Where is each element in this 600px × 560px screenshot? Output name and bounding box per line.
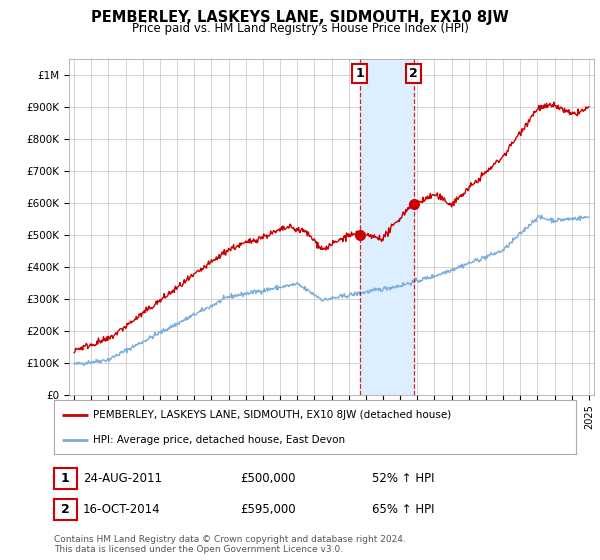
Text: 2: 2 bbox=[61, 503, 70, 516]
Text: 65% ↑ HPI: 65% ↑ HPI bbox=[372, 503, 434, 516]
Text: 16-OCT-2014: 16-OCT-2014 bbox=[83, 503, 160, 516]
Text: 24-AUG-2011: 24-AUG-2011 bbox=[83, 472, 162, 486]
Text: 1: 1 bbox=[355, 67, 364, 80]
Text: Price paid vs. HM Land Registry's House Price Index (HPI): Price paid vs. HM Land Registry's House … bbox=[131, 22, 469, 35]
Text: PEMBERLEY, LASKEYS LANE, SIDMOUTH, EX10 8JW (detached house): PEMBERLEY, LASKEYS LANE, SIDMOUTH, EX10 … bbox=[93, 410, 451, 421]
Text: 52% ↑ HPI: 52% ↑ HPI bbox=[372, 472, 434, 486]
Text: HPI: Average price, detached house, East Devon: HPI: Average price, detached house, East… bbox=[93, 435, 345, 445]
Text: £500,000: £500,000 bbox=[240, 472, 296, 486]
Text: PEMBERLEY, LASKEYS LANE, SIDMOUTH, EX10 8JW: PEMBERLEY, LASKEYS LANE, SIDMOUTH, EX10 … bbox=[91, 10, 509, 25]
Text: 1: 1 bbox=[61, 472, 70, 486]
Text: £595,000: £595,000 bbox=[240, 503, 296, 516]
Text: Contains HM Land Registry data © Crown copyright and database right 2024.
This d: Contains HM Land Registry data © Crown c… bbox=[54, 535, 406, 554]
Bar bbox=[360, 59, 413, 395]
Text: 2: 2 bbox=[409, 67, 418, 80]
